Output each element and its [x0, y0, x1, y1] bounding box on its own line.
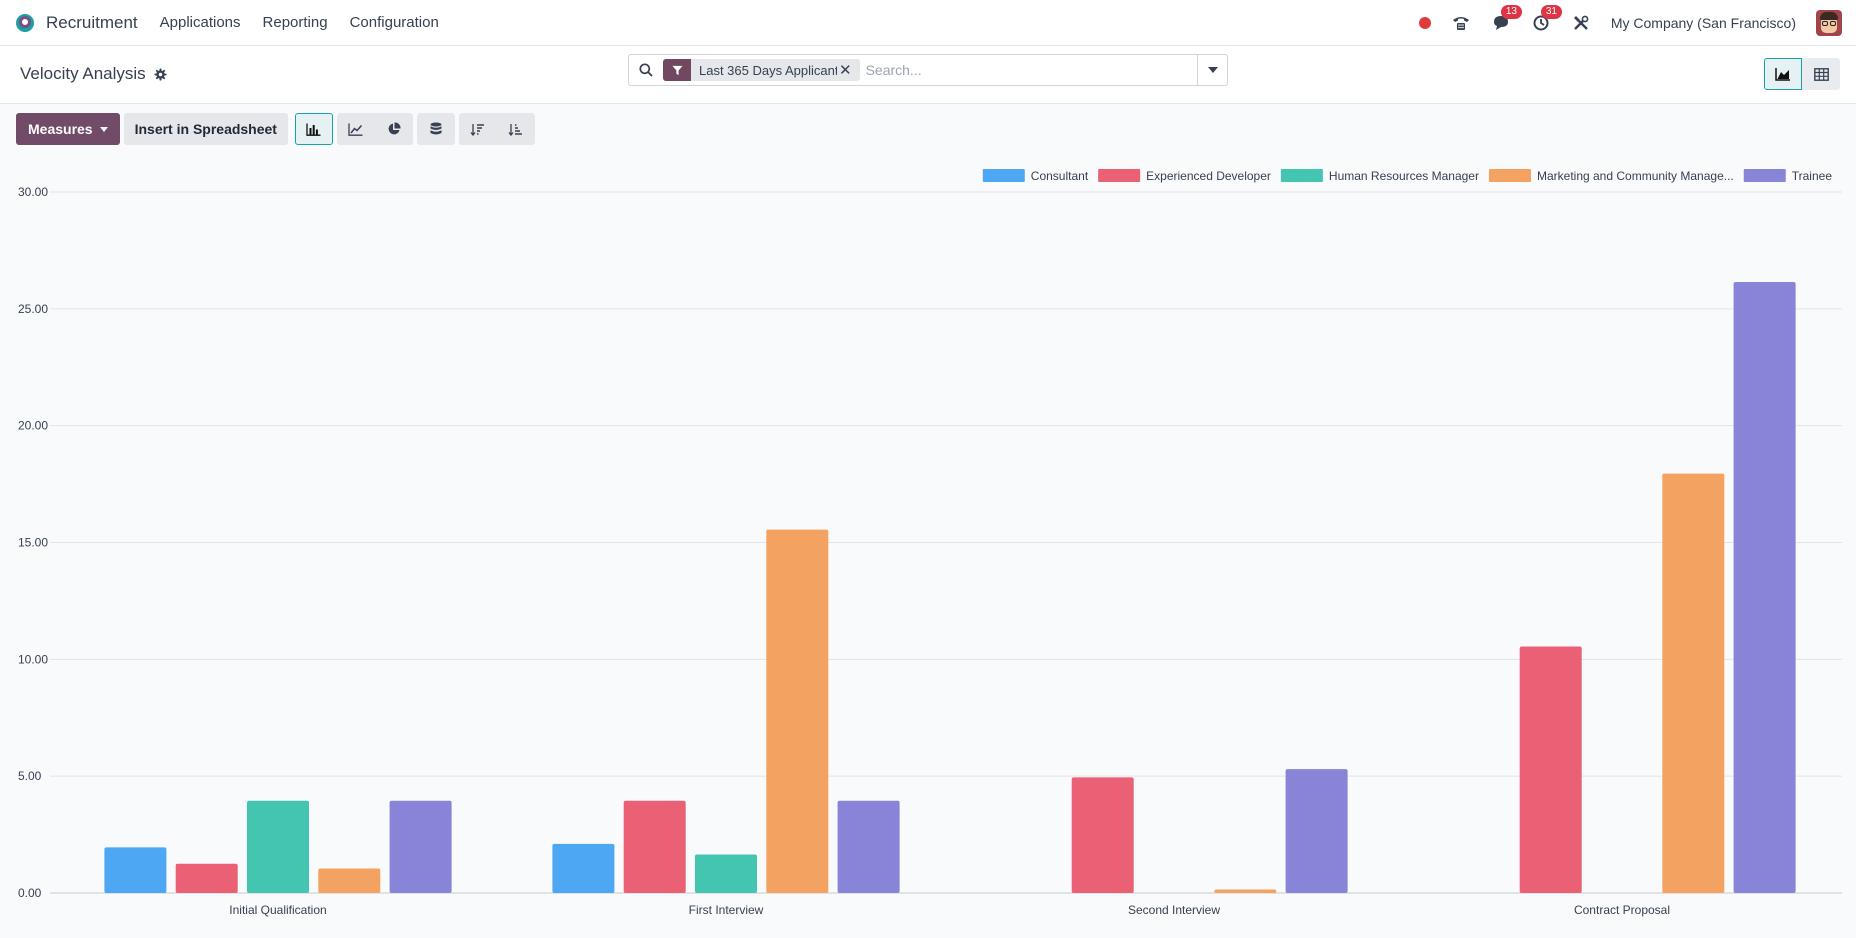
gear-icon[interactable] — [154, 67, 167, 81]
bar[interactable] — [104, 847, 167, 893]
bar-chart-button[interactable] — [294, 113, 333, 145]
graph-view-button[interactable] — [1764, 58, 1802, 90]
caret-down-icon — [99, 126, 108, 132]
view-switcher — [1764, 58, 1840, 90]
search-icon[interactable] — [629, 63, 663, 77]
recruitment-app-icon[interactable] — [14, 12, 36, 34]
filter-icon — [663, 59, 691, 81]
table-icon — [1813, 67, 1829, 81]
legend-label[interactable]: Marketing and Community Manage... — [1537, 169, 1734, 183]
y-tick-label: 10.00 — [18, 652, 48, 666]
bar[interactable] — [175, 863, 238, 893]
bar[interactable] — [1071, 777, 1134, 893]
bar[interactable] — [247, 800, 309, 893]
facet-remove-icon[interactable]: ✕ — [839, 62, 852, 79]
y-tick-label: 15.00 — [18, 536, 48, 550]
x-tick-label: Initial Qualification — [229, 903, 326, 917]
caret-down-icon — [1207, 67, 1218, 73]
bar[interactable] — [389, 800, 452, 893]
bar[interactable] — [552, 843, 615, 893]
x-tick-label: Contract Proposal — [1574, 903, 1670, 917]
sort-descending-button[interactable] — [458, 113, 497, 145]
measures-button[interactable]: Measures — [16, 113, 120, 145]
page-title: Velocity Analysis — [20, 64, 146, 83]
bar[interactable] — [318, 868, 381, 893]
company-switcher[interactable]: My Company (San Francisco) — [1610, 14, 1796, 31]
insert-in-spreadsheet-button[interactable]: Insert in Spreadsheet — [123, 113, 288, 145]
measures-label: Measures — [28, 121, 93, 137]
top-navbar: Recruitment Applications Reporting Confi… — [0, 0, 1856, 46]
sort-ascending-button[interactable] — [496, 113, 535, 145]
menu-configuration[interactable]: Configuration — [349, 14, 439, 31]
pie-chart-icon — [388, 122, 401, 135]
stacked-button[interactable] — [416, 113, 455, 145]
bar[interactable] — [1733, 281, 1796, 893]
bar[interactable] — [1662, 473, 1725, 893]
legend-swatch[interactable] — [982, 169, 1025, 182]
sort-ascending-icon — [508, 123, 523, 136]
facet-label: Last 365 Days Applicants — [699, 62, 837, 78]
area-chart-icon — [1775, 68, 1790, 81]
app-name[interactable]: Recruitment — [46, 12, 138, 32]
user-avatar[interactable] — [1816, 9, 1842, 36]
pivot-view-button[interactable] — [1802, 58, 1840, 90]
legend-swatch[interactable] — [1280, 169, 1323, 182]
y-tick-label: 0.00 — [18, 886, 42, 900]
x-tick-label: First Interview — [689, 903, 764, 917]
bar-chart-icon — [306, 123, 321, 136]
messages-badge: 13 — [1500, 4, 1522, 19]
y-tick-label: 5.00 — [18, 769, 42, 783]
legend-swatch[interactable] — [1098, 169, 1141, 182]
y-tick-label: 30.00 — [18, 185, 48, 199]
bar[interactable] — [837, 800, 900, 893]
sort-descending-icon — [470, 123, 485, 136]
chart-type-group — [294, 113, 535, 145]
line-chart-button[interactable] — [336, 113, 375, 145]
menu-reporting[interactable]: Reporting — [262, 14, 328, 31]
activities-badge: 31 — [1540, 4, 1562, 19]
search-options-toggle[interactable] — [1197, 55, 1227, 85]
page-title-group: Velocity Analysis — [20, 64, 167, 84]
bar[interactable] — [1519, 646, 1582, 893]
legend-swatch[interactable] — [1488, 169, 1531, 182]
menu-applications[interactable]: Applications — [159, 14, 241, 31]
bar[interactable] — [1285, 769, 1348, 893]
pie-chart-button[interactable] — [374, 113, 413, 145]
y-tick-label: 25.00 — [18, 302, 48, 316]
database-icon — [430, 122, 442, 135]
main-menu: Applications Reporting Configuration — [160, 14, 439, 31]
search-facet[interactable]: Last 365 Days Applicants ✕ — [663, 59, 860, 81]
x-tick-label: Second Interview — [1128, 903, 1220, 917]
y-tick-label: 20.00 — [18, 419, 48, 433]
tools-icon[interactable] — [1571, 13, 1591, 33]
search-input[interactable] — [865, 56, 1197, 84]
bar[interactable] — [695, 854, 757, 893]
bar[interactable] — [766, 529, 829, 893]
legend-label[interactable]: Experienced Developer — [1146, 169, 1271, 183]
legend-label[interactable]: Human Resources Manager — [1329, 169, 1479, 183]
line-chart-icon — [348, 123, 363, 136]
recording-status-icon[interactable] — [1418, 16, 1431, 29]
legend-label[interactable]: Trainee — [1792, 169, 1833, 183]
activities-icon[interactable]: 31 — [1531, 4, 1562, 33]
legend-label[interactable]: Consultant — [1031, 169, 1089, 183]
search-bar: Last 365 Days Applicants ✕ — [628, 54, 1228, 86]
bar[interactable] — [1214, 889, 1277, 893]
legend-swatch[interactable] — [1743, 169, 1786, 182]
control-panel: Velocity Analysis Last 365 Days Applican… — [0, 46, 1856, 104]
bar[interactable] — [623, 800, 686, 893]
messages-icon[interactable]: 13 — [1491, 4, 1522, 33]
systray: 13 31 My Company (San Francisco) — [1418, 4, 1842, 36]
velocity-bar-chart: 0.00 5.00 10.00 15.00 20.00 25.00 30.00 Initia… — [18, 169, 1842, 917]
phone-icon[interactable] — [1451, 13, 1471, 33]
graph-toolbar: Measures Insert in Spreadsheet — [16, 113, 535, 145]
